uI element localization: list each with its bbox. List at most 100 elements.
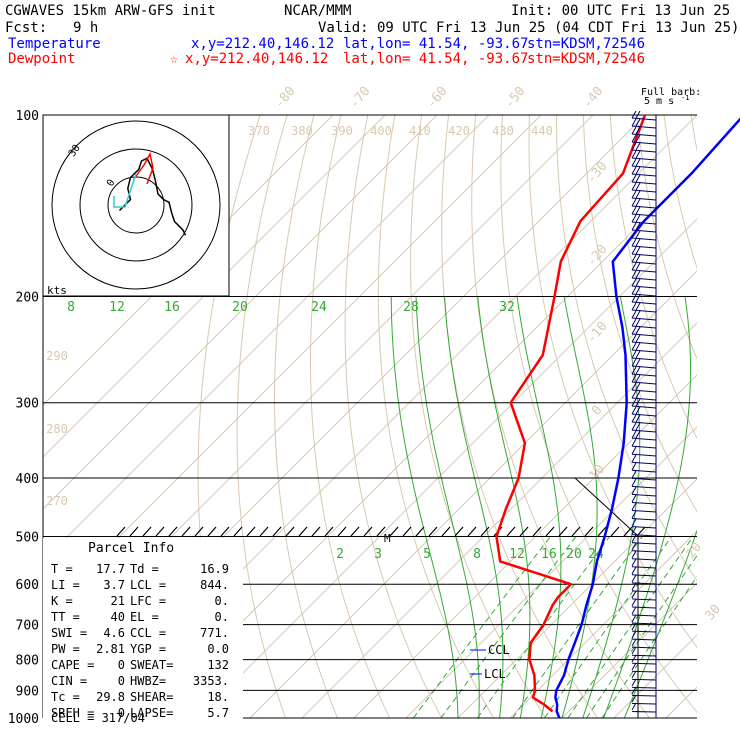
legend-temperature: Temperature	[8, 36, 101, 52]
wind-barb-flag	[631, 502, 637, 511]
wind-barb	[631, 277, 657, 281]
mixing-ratio-line	[586, 554, 697, 718]
parcel-row-value2: 0.	[215, 594, 229, 608]
wind-barb-flag	[635, 142, 641, 151]
wind-barb-flag	[635, 286, 641, 295]
pressure-tick-label: 700	[16, 619, 39, 634]
parcel-row-value2: 132	[207, 658, 229, 672]
wind-barb	[631, 357, 657, 361]
wind-barb-flag	[631, 294, 637, 303]
wind-barb	[631, 253, 657, 257]
wind-barb-flag	[631, 638, 637, 647]
wind-barb-flag	[635, 238, 641, 247]
wind-barb-flag	[631, 486, 637, 495]
wind-barb-flag	[631, 566, 637, 575]
parcel-row-label: PW =	[51, 642, 80, 656]
wind-barb-flag	[631, 150, 637, 159]
wind-barb-flag	[635, 366, 641, 375]
parcel-row-label2: HWBZ=	[130, 674, 166, 688]
wind-barb-flag	[631, 166, 637, 175]
wind-barb-flag	[631, 118, 637, 127]
wind-barb	[631, 453, 657, 457]
parcel-row-value: 0	[118, 674, 125, 688]
wind-barb-flag	[631, 398, 637, 407]
wind-barb-flag	[635, 382, 641, 391]
wind-barb-flag	[635, 150, 641, 159]
pressure-tick-label: 200	[16, 291, 39, 306]
wind-barb	[631, 197, 657, 201]
wind-barb-flag	[631, 390, 637, 399]
wind-barb-flag	[631, 646, 637, 655]
wind-barb	[631, 261, 657, 265]
wind-barb-flag	[631, 662, 637, 671]
dew-stn: stn=KDSM,72546	[527, 51, 645, 67]
wind-barb-flag	[631, 438, 637, 447]
wind-barb-flag	[631, 550, 637, 559]
wind-barb	[631, 237, 657, 241]
wind-barb-flag	[631, 382, 637, 391]
parcel-row-value: 3.7	[103, 578, 125, 592]
isotherm-label: 10	[587, 462, 609, 484]
wind-barb-flag	[631, 694, 637, 703]
dry-adiabat	[274, 115, 339, 718]
pressure-tick-label: 600	[16, 578, 39, 593]
wind-barb-flag	[631, 302, 637, 311]
wind-barb	[631, 309, 657, 313]
parcel-row-label: LI =	[51, 578, 80, 592]
wind-barb-flag	[631, 494, 637, 503]
wind-barb-flag	[631, 134, 637, 143]
isotherm-line	[405, 426, 697, 718]
parcel-row-label2: LAPSE=	[130, 706, 173, 720]
wind-barb	[631, 149, 657, 153]
dry-adiabat	[410, 115, 547, 718]
mixing-ratio-label-lower: 5	[423, 547, 431, 562]
dewpoint-trace	[495, 114, 647, 713]
isotherm-line	[718, 115, 740, 718]
barb-legend: Full barb: 5 m s -1	[641, 87, 701, 107]
wind-barb-flag	[631, 542, 637, 551]
theta-label: 440	[531, 124, 553, 138]
wind-barb-flag	[631, 654, 637, 663]
wind-barb	[631, 413, 657, 417]
dry-adiabat	[690, 115, 697, 153]
mixing-ratio-label-upper: 12	[109, 300, 125, 315]
temp-xy: x,y=212.40,146.12	[191, 36, 334, 52]
parcel-row-label: K =	[51, 594, 73, 608]
hodograph-ring	[79, 148, 193, 262]
wind-barb-flag	[635, 230, 641, 239]
dew-star-icon: ☆	[170, 52, 178, 67]
isotherm-line	[301, 322, 697, 718]
wind-barb	[631, 421, 657, 425]
wind-barb-flag	[635, 302, 641, 311]
valid-time: Valid: 09 UTC Fri 13 Jun 25 (04 CDT Fri …	[318, 20, 739, 36]
isotherm-line	[249, 270, 697, 718]
parcel-row-value2: 844.	[200, 578, 229, 592]
wind-barb-flag	[631, 198, 637, 207]
mixing-ratio-label-upper: 8	[67, 300, 75, 315]
wind-barb-flag	[635, 390, 641, 399]
pressure-tick-label: 1000	[8, 712, 39, 727]
wind-barb-flag	[631, 462, 637, 471]
pressure-tick-label: 300	[16, 397, 39, 412]
mixing-ratio-label-upper: 16	[164, 300, 180, 315]
wind-barb	[631, 558, 657, 561]
wind-barb-flag	[631, 414, 637, 423]
isotherm-line	[43, 115, 334, 406]
parcel-info-title: Parcel Info	[88, 541, 174, 556]
mixing-ratio-label-lower: 12	[509, 547, 525, 562]
wind-barb	[631, 542, 657, 545]
wind-barb-flag	[631, 318, 637, 327]
wind-barb	[631, 165, 657, 169]
theta-label: 420	[448, 124, 470, 138]
wind-barb	[631, 365, 657, 369]
wind-barb-flag	[635, 326, 641, 335]
parcel-row-value: 0	[118, 658, 125, 672]
wind-barb	[631, 373, 657, 377]
parcel-row-value2: 5.7	[207, 706, 229, 720]
background-labels: -80-70-60-50-40-30-20-100102030403703803…	[46, 0, 724, 624]
isotherm-label: -20	[584, 242, 611, 270]
wind-barb	[631, 469, 657, 473]
wind-barb	[631, 341, 657, 345]
wind-barb-flag	[631, 374, 637, 383]
wind-barb-flag	[635, 270, 641, 279]
